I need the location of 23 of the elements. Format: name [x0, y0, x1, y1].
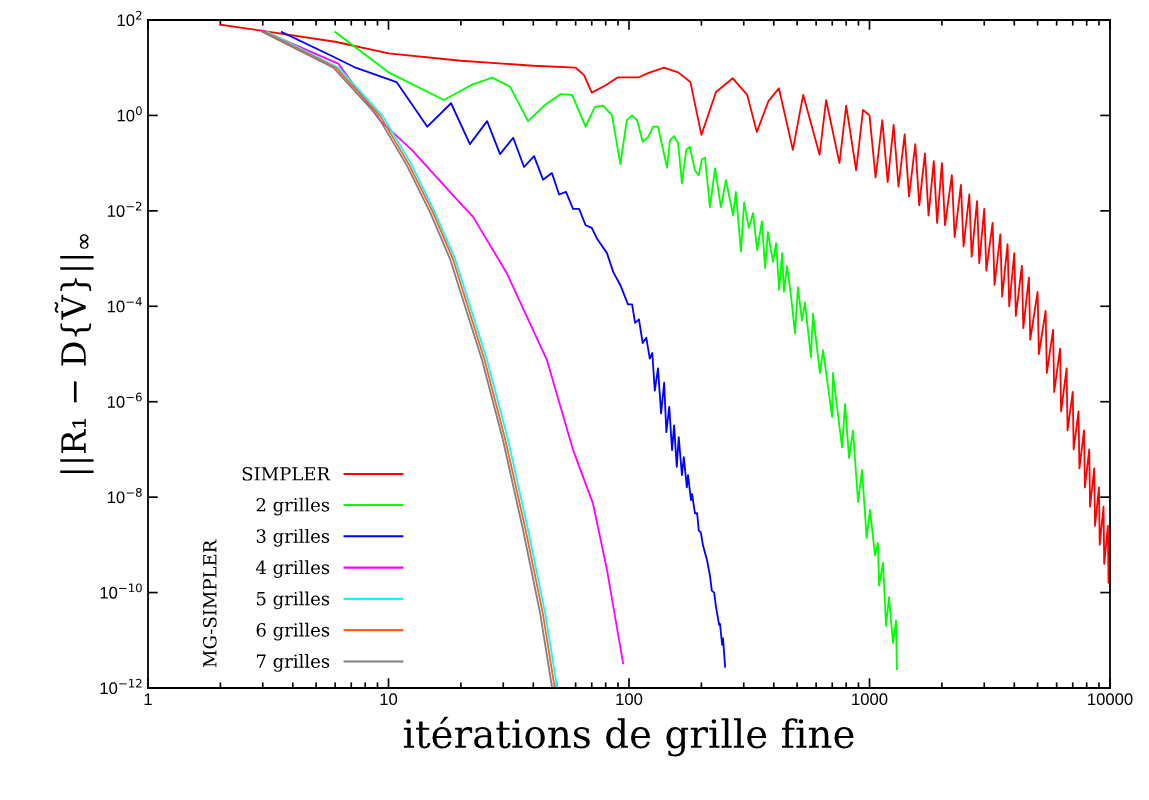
legend-label: 2 grilles [256, 497, 330, 516]
x-tick-label: 1000 [852, 693, 888, 706]
y-tick-label: 10$^{−8}$ [107, 488, 142, 504]
legend-label: 7 grilles [256, 654, 330, 672]
x-axis-title: itérations de grille fine [403, 716, 854, 757]
y-tick-label: 10$^{−12}$ [100, 678, 142, 695]
annotation: MG-SIMPLER [202, 539, 217, 668]
legend-label: 5 grilles [256, 591, 330, 610]
y-tick-label: 10$^{−6}$ [107, 392, 142, 408]
legend-label: 3 grilles [256, 528, 330, 547]
y-tick-label: 10$^{0}$ [117, 106, 142, 122]
y-tick-label: 10$^{−4}$ [107, 297, 142, 313]
y-tick-label: 10$^{−10}$ [100, 583, 142, 599]
legend-label: SIMPLER [242, 466, 331, 481]
x-tick-label: 1 [144, 693, 152, 705]
y-tick-label: 10$^{2}$ [117, 10, 142, 27]
x-tick-label: 10000 [1088, 693, 1133, 706]
x-tick-label: 100 [616, 693, 643, 706]
y-tick-label: 10$^{−2}$ [107, 201, 142, 217]
x-tick-label: 10 [380, 693, 398, 706]
legend-label: 6 grilles [256, 622, 330, 641]
y-axis-title: ||R₁ − D{Ṽ}||$_{∞}$ [54, 234, 94, 474]
legend-label: 4 grilles [255, 560, 330, 578]
